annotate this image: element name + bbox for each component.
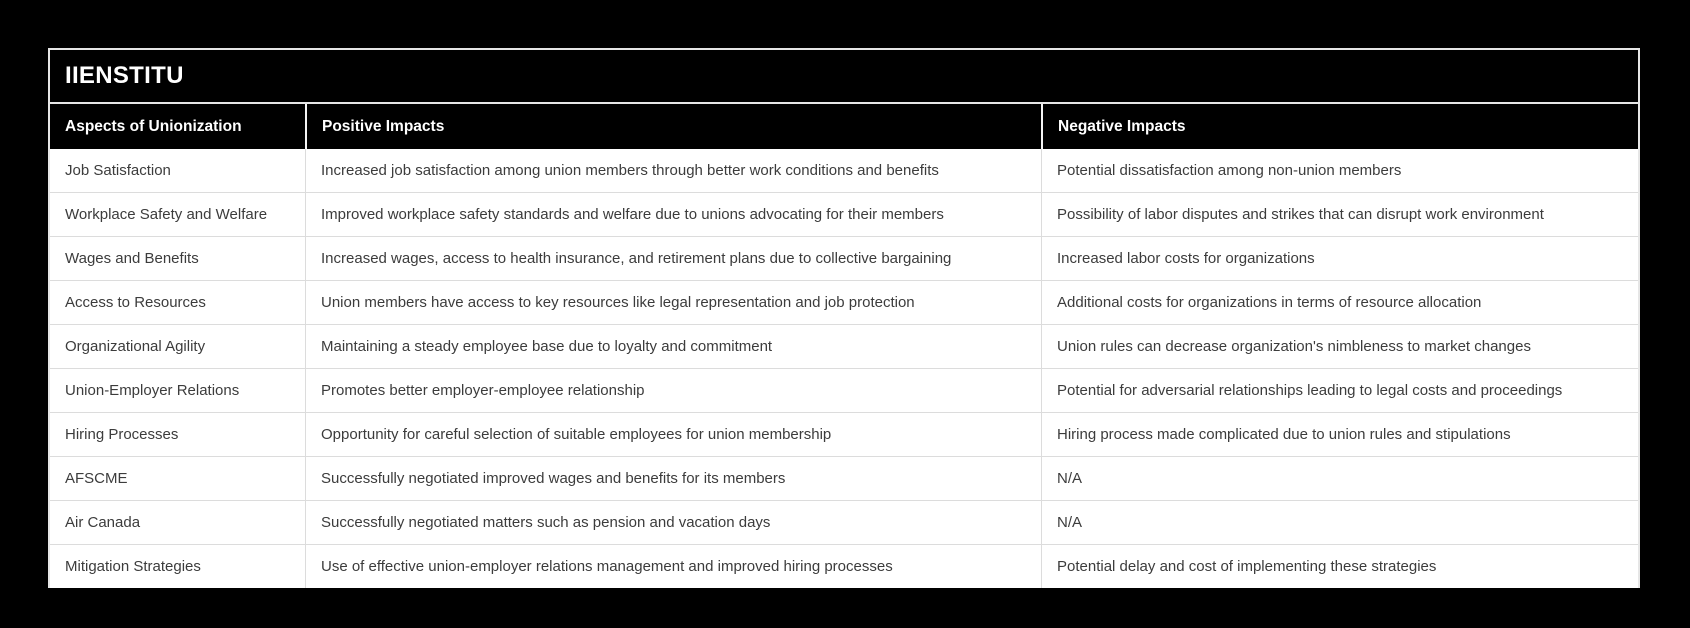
positive-impact-cell: Increased wages, access to health insura…	[305, 236, 1041, 280]
negative-impact-cell: Potential delay and cost of implementing…	[1041, 544, 1638, 588]
positive-impact-cell: Union members have access to key resourc…	[305, 280, 1041, 324]
table-body: Job Satisfaction Increased job satisfact…	[50, 149, 1638, 588]
positive-impact-cell: Successfully negotiated improved wages a…	[305, 456, 1041, 500]
aspect-cell: Wages and Benefits	[50, 236, 305, 280]
unionization-impacts-table-card: IIENSTITU Aspects of Unionization Positi…	[48, 48, 1640, 588]
aspect-cell: Hiring Processes	[50, 412, 305, 456]
table-row: Air Canada Successfully negotiated matte…	[50, 500, 1638, 544]
positive-impact-cell: Increased job satisfaction among union m…	[305, 149, 1041, 192]
table-row: Workplace Safety and Welfare Improved wo…	[50, 192, 1638, 236]
aspect-cell: AFSCME	[50, 456, 305, 500]
positive-impact-cell: Successfully negotiated matters such as …	[305, 500, 1041, 544]
aspect-cell: Mitigation Strategies	[50, 544, 305, 588]
aspect-cell: Workplace Safety and Welfare	[50, 192, 305, 236]
negative-impact-cell: Union rules can decrease organization's …	[1041, 324, 1638, 368]
aspect-cell: Job Satisfaction	[50, 149, 305, 192]
table-row: AFSCME Successfully negotiated improved …	[50, 456, 1638, 500]
table-row: Mitigation Strategies Use of effective u…	[50, 544, 1638, 588]
table-row: Hiring Processes Opportunity for careful…	[50, 412, 1638, 456]
unionization-impacts-table: Aspects of Unionization Positive Impacts…	[50, 104, 1638, 588]
table-title-band: IIENSTITU	[50, 50, 1638, 104]
table-row: Access to Resources Union members have a…	[50, 280, 1638, 324]
column-header-positive-impacts: Positive Impacts	[305, 104, 1041, 149]
table-title: IIENSTITU	[65, 62, 184, 89]
negative-impact-cell: Increased labor costs for organizations	[1041, 236, 1638, 280]
negative-impact-cell: Possibility of labor disputes and strike…	[1041, 192, 1638, 236]
aspect-cell: Access to Resources	[50, 280, 305, 324]
table-row: Job Satisfaction Increased job satisfact…	[50, 149, 1638, 192]
table-row: Union-Employer Relations Promotes better…	[50, 368, 1638, 412]
header-row: Aspects of Unionization Positive Impacts…	[50, 104, 1638, 149]
column-header-negative-impacts: Negative Impacts	[1041, 104, 1638, 149]
positive-impact-cell: Promotes better employer-employee relati…	[305, 368, 1041, 412]
table-row: Organizational Agility Maintaining a ste…	[50, 324, 1638, 368]
positive-impact-cell: Maintaining a steady employee base due t…	[305, 324, 1041, 368]
negative-impact-cell: N/A	[1041, 500, 1638, 544]
positive-impact-cell: Use of effective union-employer relation…	[305, 544, 1041, 588]
aspect-cell: Union-Employer Relations	[50, 368, 305, 412]
aspect-cell: Air Canada	[50, 500, 305, 544]
column-header-aspects: Aspects of Unionization	[50, 104, 305, 149]
positive-impact-cell: Improved workplace safety standards and …	[305, 192, 1041, 236]
negative-impact-cell: Hiring process made complicated due to u…	[1041, 412, 1638, 456]
negative-impact-cell: Potential dissatisfaction among non-unio…	[1041, 149, 1638, 192]
table-row: Wages and Benefits Increased wages, acce…	[50, 236, 1638, 280]
aspect-cell: Organizational Agility	[50, 324, 305, 368]
negative-impact-cell: Potential for adversarial relationships …	[1041, 368, 1638, 412]
negative-impact-cell: Additional costs for organizations in te…	[1041, 280, 1638, 324]
negative-impact-cell: N/A	[1041, 456, 1638, 500]
positive-impact-cell: Opportunity for careful selection of sui…	[305, 412, 1041, 456]
